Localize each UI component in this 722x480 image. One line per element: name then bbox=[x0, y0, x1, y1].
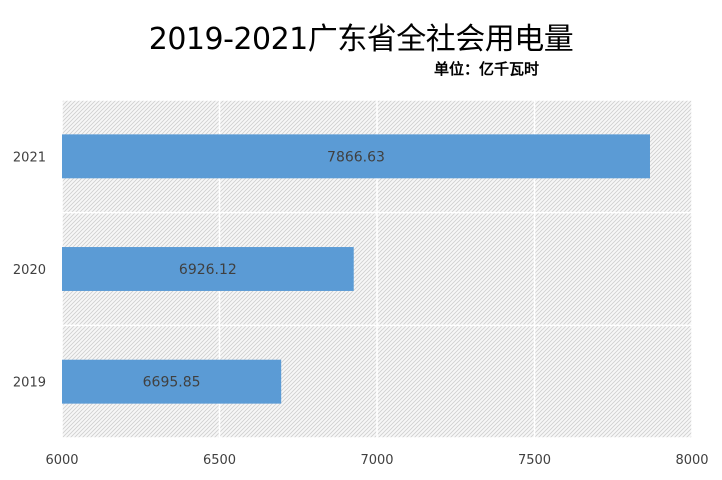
bar-2020 bbox=[62, 247, 354, 291]
x-tick-label-7000: 7000 bbox=[360, 453, 393, 468]
gridlines bbox=[61, 99, 693, 439]
bar-value-label-2020: 6926.12 bbox=[179, 262, 237, 278]
bar-value-label-2021: 7866.63 bbox=[327, 149, 385, 165]
x-tick-label-6000: 6000 bbox=[45, 453, 78, 468]
bar-2021 bbox=[62, 134, 650, 179]
bars bbox=[62, 134, 650, 404]
x-axis-tick-labels: 6000 6500 7000 7500 8000 bbox=[45, 453, 708, 468]
x-tick-label-7500: 7500 bbox=[518, 453, 551, 468]
bar-value-label-2019: 6695.85 bbox=[143, 375, 201, 391]
y-tick-label-2019: 2019 bbox=[13, 376, 46, 391]
y-tick-label-2021: 2021 bbox=[13, 150, 46, 165]
bar-2019 bbox=[62, 359, 282, 404]
chart-title: 2019-2021广东省全社会用电量 bbox=[148, 22, 574, 57]
bar-value-labels: 7866.63 6926.12 6695.85 bbox=[143, 149, 385, 390]
x-tick-label-6500: 6500 bbox=[203, 453, 236, 468]
y-axis-tick-labels: 2021 2020 2019 bbox=[13, 150, 46, 390]
y-tick-label-2020: 2020 bbox=[13, 263, 46, 278]
chart-unit-subtitle: 单位：亿千瓦时 bbox=[434, 60, 540, 78]
x-tick-label-8000: 8000 bbox=[675, 453, 708, 468]
